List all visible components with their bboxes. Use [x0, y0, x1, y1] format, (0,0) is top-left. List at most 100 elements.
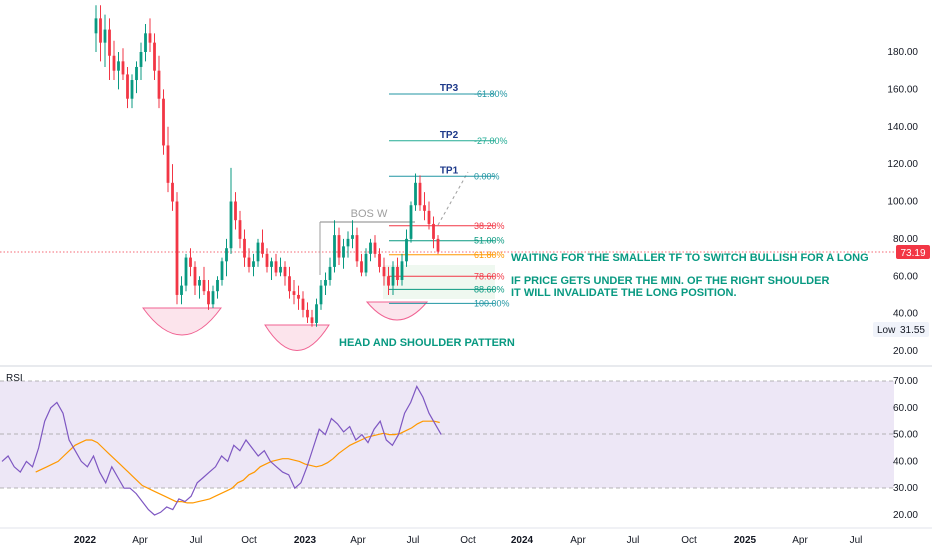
candle-body: [202, 279, 206, 292]
candle-body: [310, 317, 314, 323]
current-price-badge: [896, 245, 930, 259]
left-shoulder: [142, 307, 222, 336]
candle-body: [162, 98, 165, 146]
candle-body: [418, 182, 422, 206]
rsi-tick-label: 70.00: [893, 376, 918, 387]
fib-target-label: TP2: [440, 130, 459, 141]
candle-body: [112, 55, 116, 71]
time-tick-label: Jul: [407, 535, 420, 546]
rsi-ma-line: [35, 420, 440, 504]
note-invalidate-2: IT WILL INVALIDATE THE LONG POSITION.: [511, 287, 737, 299]
time-axis[interactable]: 2022 Apr Jul Oct 2023 Apr Jul Oct 2024 Apr Jul Oct 2…: [74, 535, 863, 546]
rsi-tick-label: 60.00: [893, 403, 918, 414]
candle-body: [238, 220, 242, 239]
candle-body: [432, 223, 435, 239]
candle-body: [279, 266, 282, 273]
time-tick-label: Jul: [190, 535, 203, 546]
candle-body: [373, 242, 377, 254]
candle-body: [103, 29, 107, 43]
candle-body: [283, 266, 287, 277]
candle-body: [342, 246, 345, 258]
candle-body: [252, 261, 255, 267]
candle-body: [175, 201, 179, 295]
candle-body: [166, 145, 170, 183]
current-price-value: 73.19: [900, 248, 925, 259]
fib-target-label: TP3: [440, 83, 459, 94]
candle-body: [328, 266, 332, 280]
candle-body: [220, 261, 224, 280]
candle-body: [180, 285, 183, 295]
price-tick-label: 120.00: [887, 159, 918, 170]
time-tick-label: 2024: [511, 535, 534, 546]
candle-body: [378, 253, 381, 267]
rsi-label: RSI: [6, 373, 23, 384]
time-tick-label: Apr: [132, 535, 148, 546]
price-tick-label: 140.00: [887, 122, 918, 133]
candle-body: [324, 279, 327, 286]
candle-body: [306, 309, 309, 318]
candle-body: [414, 182, 417, 206]
fib-level-percent: 100.00%: [474, 298, 510, 308]
candle-body: [274, 261, 278, 273]
candle-body: [171, 182, 174, 202]
candle-body: [405, 238, 408, 262]
candle-body: [225, 248, 228, 262]
time-tick-label: Jul: [850, 535, 863, 546]
candle-body: [193, 266, 197, 286]
candles: [94, 5, 440, 327]
candle-body: [153, 42, 156, 71]
fib-level-percent: 78.60%: [474, 271, 505, 281]
time-tick-label: Oct: [241, 535, 257, 546]
bos-label: BOS W: [351, 208, 388, 220]
right-shoulder: [365, 301, 429, 321]
candle-body: [108, 29, 111, 56]
candle-body: [288, 276, 291, 292]
pattern-label: HEAD AND SHOULDER PATTERN: [339, 337, 515, 349]
rsi-tick-label: 40.00: [893, 456, 918, 467]
candle-body: [351, 235, 354, 239]
candle-body: [319, 285, 323, 305]
candle-body: [315, 304, 318, 323]
head: [264, 324, 330, 351]
candle-body: [360, 261, 363, 273]
rsi-pane[interactable]: RSI 20.00 30.00 40.00 50.00 60.00 70.00: [0, 373, 918, 521]
projection-line: [437, 171, 469, 226]
candle-body: [261, 242, 264, 254]
time-tick-label: Jul: [627, 535, 640, 546]
price-tick-label: 180.00: [887, 47, 918, 58]
candle-body: [130, 80, 134, 99]
candle-body: [234, 201, 237, 221]
candle-body: [157, 70, 161, 99]
candle-body: [364, 253, 368, 273]
candle-body: [243, 238, 246, 258]
candle-body: [144, 33, 147, 52]
candle-body: [211, 291, 215, 305]
candle-body: [94, 18, 98, 34]
candle-body: [121, 61, 125, 75]
low-label: Low: [877, 325, 896, 336]
candle-body: [301, 298, 305, 310]
price-tick-label: 60.00: [893, 271, 918, 282]
candle-body: [391, 266, 395, 286]
price-axis[interactable]: 20.00 40.00 60.00 80.00 100.00 120.00 140.00 16…: [873, 47, 930, 357]
candle-body: [117, 61, 120, 71]
time-tick-label: 2023: [294, 535, 317, 546]
fib-level-percent: 0.00%: [474, 171, 500, 181]
fib-level-percent: -27.00%: [474, 136, 508, 146]
time-tick-label: Oct: [681, 535, 697, 546]
candle-body: [409, 205, 413, 239]
time-tick-label: 2025: [734, 535, 757, 546]
candle-body: [265, 253, 269, 267]
low-badge: [873, 322, 929, 337]
candle-body: [148, 33, 152, 43]
candle-body: [207, 291, 210, 305]
candle-body: [139, 52, 143, 67]
candle-body: [427, 210, 431, 224]
low-value: 31.55: [900, 325, 925, 336]
rsi-tick-label: 20.00: [893, 510, 918, 521]
candle-body: [189, 257, 192, 267]
candle-body: [216, 279, 219, 292]
candle-body: [346, 238, 350, 247]
rsi-band: [0, 381, 894, 488]
